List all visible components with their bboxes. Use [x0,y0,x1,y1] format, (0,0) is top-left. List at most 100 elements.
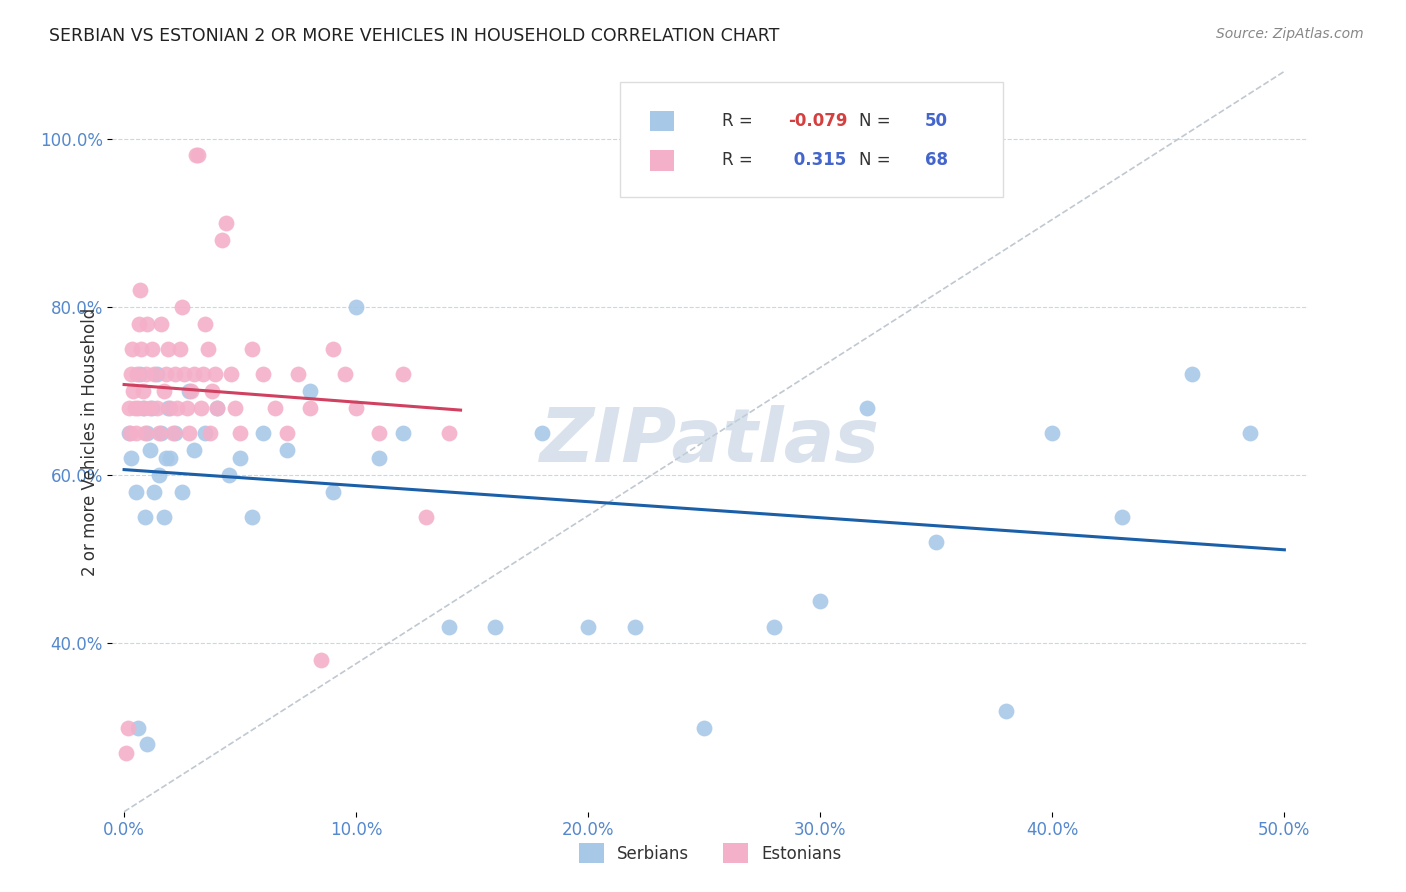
Point [576,619,599,633]
Point [131,384,153,398]
Point [925,535,948,549]
Point [1040,426,1063,441]
Point [122,384,145,398]
Point [173,368,195,382]
Point [1239,426,1261,441]
Point [180,384,202,398]
Text: N =: N = [859,152,896,169]
Point [855,401,877,415]
Point [194,317,217,331]
Bar [651,111,673,131]
Point [229,451,252,466]
Point [211,233,233,247]
Point [368,451,391,466]
Point [136,738,159,752]
Text: 50: 50 [925,112,948,130]
Point [229,426,252,441]
Bar [651,150,673,170]
Point [191,368,214,382]
Point [415,510,437,524]
Point [183,442,205,457]
Point [129,283,152,297]
Point [157,342,180,356]
Point [311,653,333,667]
Point [276,442,298,457]
Point [118,401,141,415]
Point [187,148,209,162]
Point [808,594,831,608]
Point [623,619,645,633]
Point [197,342,219,356]
Point [322,342,344,356]
Point [218,468,240,483]
Point [134,510,156,524]
Point [165,426,187,441]
Point [201,384,224,398]
Point [145,368,167,382]
Point [150,426,173,441]
Point [131,401,153,415]
Point [121,342,143,356]
Text: Source: ZipAtlas.com: Source: ZipAtlas.com [1216,27,1364,41]
Point [762,619,785,633]
Point [194,426,217,441]
Point [165,368,187,382]
Point [134,426,156,441]
Point [143,368,166,382]
Point [152,384,174,398]
Point [155,368,177,382]
Text: ZIPatlas: ZIPatlas [540,405,880,478]
Point [129,368,152,382]
FancyBboxPatch shape [620,82,1002,197]
Point [117,721,139,735]
Point [148,426,170,441]
Point [240,342,263,356]
Point [131,342,153,356]
Point [190,401,212,415]
Point [183,368,205,382]
Point [166,401,188,415]
Point [994,704,1017,718]
Point [143,485,166,500]
Point [172,485,194,500]
Point [115,746,138,760]
Legend: Serbians, Estonians: Serbians, Estonians [572,837,848,870]
Text: SERBIAN VS ESTONIAN 2 OR MORE VEHICLES IN HOUSEHOLD CORRELATION CHART: SERBIAN VS ESTONIAN 2 OR MORE VEHICLES I… [49,27,779,45]
Point [159,451,181,466]
Point [141,342,163,356]
Point [125,426,148,441]
Point [150,317,173,331]
Point [1180,368,1202,382]
Point [1111,510,1133,524]
Point [138,442,160,457]
Text: R =: R = [723,112,758,130]
Point [264,401,287,415]
Point [138,401,160,415]
Point [391,426,413,441]
Point [152,510,174,524]
Point [224,401,246,415]
Point [344,300,367,314]
Point [252,368,274,382]
Point [391,368,413,382]
Point [128,317,150,331]
Text: 68: 68 [925,152,948,169]
Point [287,368,309,382]
Point [333,368,356,382]
Point [205,401,228,415]
Point [322,485,344,500]
Text: -0.079: -0.079 [787,112,848,130]
Point [135,368,157,382]
Point [437,426,460,441]
Point [159,401,181,415]
Point [368,426,391,441]
Point [127,721,149,735]
Text: 0.315: 0.315 [787,152,846,169]
Point [184,148,207,162]
Point [219,368,242,382]
Point [204,368,226,382]
Point [169,342,191,356]
Y-axis label: 2 or more Vehicles in Household: 2 or more Vehicles in Household [80,308,98,575]
Point [172,300,194,314]
Point [215,216,238,230]
